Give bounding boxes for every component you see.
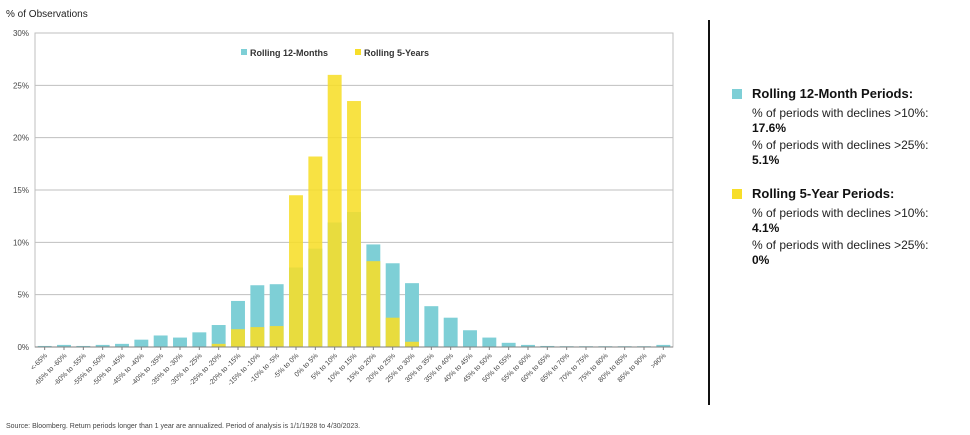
bar-rolling-5-years: [366, 261, 381, 347]
stat-label: % of periods with declines >10%:: [752, 106, 929, 120]
stat-label: % of periods with declines >25%:: [752, 138, 929, 152]
bar-rolling-12-months: [405, 283, 419, 347]
rolling-12-month-swatch: [732, 88, 742, 99]
stat-value: 5.1%: [752, 153, 780, 167]
bar-rolling-5-years: [405, 341, 419, 347]
bar-rolling-12-months: [482, 337, 497, 347]
bar-rolling-12-months: [463, 330, 477, 347]
y-tick-label: 15%: [13, 186, 29, 195]
bar-rolling-5-years: [308, 156, 323, 347]
bar-rolling-12-months: [37, 345, 52, 347]
bar-rolling-12-months: [76, 345, 91, 347]
stat-label: % of periods with declines >10%:: [752, 206, 929, 220]
bar-rolling-12-months: [656, 344, 671, 347]
y-tick-label: 30%: [13, 29, 29, 38]
stat-value: 17.6%: [752, 121, 787, 135]
y-tick-label: 25%: [13, 81, 29, 90]
y-axis-title: % of Observations: [6, 9, 88, 20]
bar-rolling-12-months: [134, 339, 149, 347]
rolling-5-year-title: Rolling 5-Year Periods:: [752, 186, 895, 201]
bar-rolling-12-months: [501, 342, 516, 347]
bar-rolling-12-months: [540, 345, 555, 347]
x-tick-label: >90%: [650, 352, 668, 370]
legend-label-rolling-12-months: Rolling 12-Months: [250, 48, 328, 58]
histogram-chart: % of Observations 0%5%10%15%20%25%30%<-6…: [6, 9, 674, 387]
bar-rolling-12-months: [211, 325, 226, 347]
legend-swatch-rolling-12-months: [241, 49, 247, 55]
rolling-12-month-title: Rolling 12-Month Periods:: [752, 86, 914, 101]
y-tick-label: 5%: [17, 291, 29, 300]
bar-rolling-12-months: [192, 332, 207, 347]
rolling-5-year-swatch: [732, 188, 742, 199]
bar-rolling-5-years: [347, 101, 361, 348]
stats-panel: Rolling 12-Month Periods: % of periods w…: [732, 86, 967, 286]
legend-swatch-rolling-5-years: [355, 49, 361, 55]
vertical-divider: [708, 20, 710, 405]
bar-rolling-12-months: [173, 337, 187, 347]
stat-value: 4.1%: [752, 221, 780, 235]
bar-rolling-5-years: [385, 317, 400, 347]
bar-rolling-5-years: [250, 327, 265, 347]
stat-label: % of periods with declines >25%:: [752, 238, 929, 252]
source-note: Source: Bloomberg. Return periods longer…: [6, 423, 361, 430]
y-tick-label: 10%: [13, 238, 29, 247]
bar-rolling-12-months: [153, 335, 168, 347]
stat-value: 0%: [752, 253, 770, 267]
bar-rolling-12-months: [95, 344, 110, 347]
bar-rolling-5-years: [289, 195, 303, 347]
chart-legend: Rolling 12-Months Rolling 5-Years: [241, 48, 429, 58]
legend-label-rolling-5-years: Rolling 5-Years: [364, 48, 429, 58]
y-tick-label: 20%: [13, 134, 29, 143]
bar-rolling-12-months: [115, 343, 129, 347]
rolling-12-month-block: Rolling 12-Month Periods: % of periods w…: [732, 86, 967, 168]
bar-rolling-12-months: [443, 317, 458, 347]
bar-rolling-5-years: [211, 343, 226, 347]
y-tick-label: 0%: [17, 343, 29, 352]
bar-rolling-5-years: [231, 329, 245, 347]
bar-rolling-12-months: [424, 306, 439, 347]
bar-rolling-5-years: [327, 74, 342, 347]
rolling-5-year-block: Rolling 5-Year Periods: % of periods wit…: [732, 186, 967, 268]
bar-rolling-5-years: [269, 326, 284, 347]
bar-rolling-12-months: [521, 344, 535, 347]
bar-rolling-12-months: [57, 344, 71, 347]
